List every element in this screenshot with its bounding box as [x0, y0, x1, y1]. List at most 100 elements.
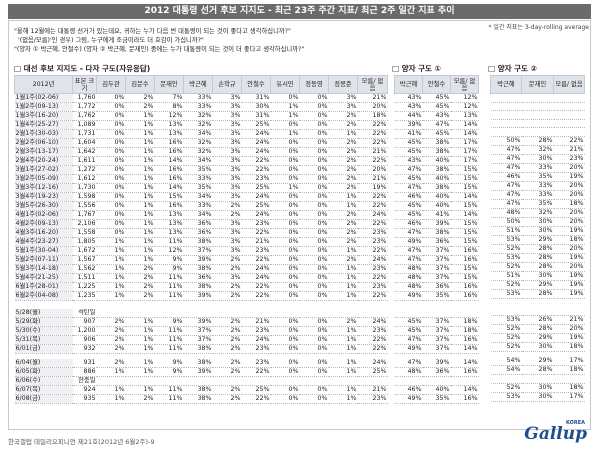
- cell: 38%: [422, 147, 451, 157]
- cell: 3%: [212, 156, 242, 166]
- cell: 4월4주(23-27): [14, 237, 73, 247]
- cell: 39%: [183, 317, 213, 327]
- cell: 0%: [96, 129, 126, 139]
- cell: 0%: [270, 344, 300, 354]
- row: 52% 28% 20%: [490, 324, 585, 334]
- section-heading: □ 대선 후보 지지도 - 다자 구도(자유응답): [14, 64, 151, 73]
- cell: 21%: [357, 174, 388, 184]
- cell: 15%: [450, 228, 479, 238]
- row: 45% 37% 18%: [394, 326, 479, 336]
- row: 6/01(금) 932 2% 1% 11% 38% 2% 23% 0% 0% 1% 22%: [14, 344, 388, 354]
- cell: 14%: [450, 192, 479, 202]
- cell: 1월4주(25-27): [14, 120, 73, 130]
- cell: 47%: [394, 335, 423, 345]
- cell: 0%: [96, 201, 126, 211]
- row: [490, 119, 585, 129]
- row: 45% 40% 15%: [394, 174, 479, 184]
- cell: 20%: [553, 163, 585, 173]
- cell: [521, 306, 554, 316]
- cell: 0%: [96, 93, 126, 103]
- cell: 16%: [450, 394, 479, 404]
- cell: 0%: [270, 367, 300, 378]
- cell: 3%: [212, 165, 242, 175]
- cell: 1%: [96, 237, 126, 247]
- row: 52% 28% 20%: [490, 244, 585, 254]
- column-header: 안철수: [241, 75, 271, 94]
- cell: 1,760: [72, 93, 97, 103]
- cell: 37%: [422, 317, 451, 327]
- cell: 45%: [422, 93, 451, 103]
- cell: 3%: [212, 93, 242, 103]
- cell: 11%: [154, 291, 184, 301]
- cell: 47%: [394, 359, 423, 369]
- cell: 43%: [394, 102, 423, 112]
- cell: 18%: [553, 365, 585, 376]
- cell: 35%: [422, 291, 451, 301]
- row: 4월4주(23-27) 1,805 1% 1% 11% 38% 3% 21% 0% 0% 2% 23%: [14, 237, 388, 247]
- row: 1월4주(25-27) 1,089 0% 1% 13% 32% 3% 25% 0% 0% 2% 22%: [14, 120, 388, 130]
- cell: 52%: [490, 280, 522, 290]
- cell: 25%: [241, 183, 271, 193]
- cell: 0%: [270, 317, 300, 327]
- cell: 25%: [357, 367, 388, 378]
- cell: 3%: [328, 102, 358, 112]
- cell: 32%: [183, 111, 213, 121]
- cell: 1,235: [72, 291, 97, 301]
- cell: 1%: [328, 246, 358, 256]
- cell: 33%: [183, 201, 213, 211]
- cell: 37%: [183, 326, 213, 336]
- cell: 18%: [553, 235, 585, 245]
- cell: 1%: [270, 111, 300, 121]
- cell: 13%: [154, 120, 184, 130]
- cell: 22%: [241, 228, 271, 238]
- cell: 12%: [154, 246, 184, 256]
- cell: [394, 308, 423, 318]
- cell: 3%: [212, 183, 242, 193]
- cell: 1,562: [72, 264, 97, 274]
- cell: 0%: [270, 394, 300, 405]
- cell: [521, 127, 554, 137]
- cell: 0%: [96, 165, 126, 175]
- cell: 1%: [328, 129, 358, 139]
- cell: 0%: [299, 237, 329, 247]
- cell: [270, 308, 300, 318]
- cell: 16%: [450, 282, 479, 292]
- cell: 3월2주(05-09): [14, 174, 73, 184]
- cell: 1%: [125, 335, 155, 345]
- cell: 22%: [241, 156, 271, 166]
- cell: 0%: [299, 219, 329, 229]
- cell: 36%: [183, 219, 213, 229]
- question: "(양자 ① 박근혜, 안철수) (양자 ② 박근혜, 문재인) 중에는 누가 …: [14, 46, 305, 53]
- cell: 1%: [328, 201, 358, 211]
- cell: 14%: [450, 129, 479, 139]
- cell: 21%: [241, 237, 271, 247]
- cell: 1%: [125, 174, 155, 184]
- frame: [8, 20, 591, 430]
- row: 53% 28% 19%: [490, 253, 585, 263]
- cell: [521, 93, 554, 103]
- cell: 1,612: [72, 174, 97, 184]
- cell: 1,089: [72, 120, 97, 130]
- row: [490, 306, 585, 316]
- cell: 0%: [299, 385, 329, 396]
- row: 5월1주(30-04) 1,672 1% 1% 12% 37% 3% 23% 0% 0% 1% 22%: [14, 246, 388, 256]
- cell: 35%: [521, 172, 554, 182]
- cell: 1%: [125, 219, 155, 229]
- cell: 0%: [299, 156, 329, 166]
- cell: 45%: [394, 210, 423, 220]
- cell: 0%: [96, 111, 126, 121]
- cell: 1%: [96, 264, 126, 274]
- cell: 21%: [357, 93, 388, 103]
- cell: 12%: [450, 93, 479, 103]
- cell: 48%: [394, 264, 423, 274]
- cell: 2%: [212, 291, 242, 301]
- cell: 0%: [299, 344, 329, 354]
- cell: 41%: [422, 210, 451, 220]
- cell: 2%: [328, 165, 358, 175]
- cell: [553, 306, 585, 316]
- cell: 2%: [212, 335, 242, 345]
- cell: 30%: [241, 102, 271, 112]
- cell: 17%: [450, 156, 479, 166]
- cell: 5월2주(07-11): [14, 255, 73, 265]
- row: 3월2주(05-09) 1,612 0% 1% 16% 33% 3% 23% 0% 0% 2% 21%: [14, 174, 388, 184]
